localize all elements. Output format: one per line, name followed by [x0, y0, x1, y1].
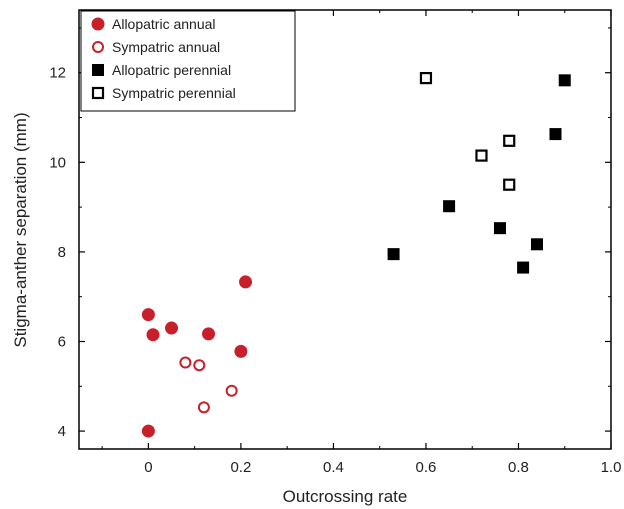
data-points — [141, 71, 571, 438]
y-tick-label: 8 — [58, 244, 66, 261]
legend-label: Sympatric annual — [112, 39, 220, 55]
y-tick-label: 10 — [49, 154, 66, 171]
legend-marker — [91, 86, 105, 100]
x-tick-label: 0 — [144, 459, 152, 476]
legend-marker — [92, 41, 104, 53]
y-axis-title: Stigma-anther separation (mm) — [11, 112, 30, 347]
data-point — [202, 327, 216, 341]
x-tick-label: 1.0 — [601, 459, 622, 476]
data-point — [503, 178, 516, 191]
data-point — [493, 222, 506, 235]
legend-label: Allopatric annual — [112, 16, 216, 32]
data-point — [165, 321, 179, 335]
data-point — [387, 248, 400, 261]
x-tick-label: 0.4 — [323, 459, 344, 476]
x-axis-ticks: 0 0.2 0.4 0.6 0.8 1.0 — [101, 10, 622, 476]
x-tick-label: 0.6 — [416, 459, 437, 476]
legend-marker — [92, 64, 104, 76]
legend: Allopatric annual Sympatric annual Allopat… — [80, 10, 296, 112]
legend-marker — [91, 17, 105, 31]
data-point — [530, 238, 543, 251]
legend-label: Allopatric perennial — [112, 62, 231, 78]
data-point — [225, 384, 238, 397]
data-point — [239, 275, 253, 289]
legend-label: Sympatric perennial — [112, 85, 236, 101]
data-point — [193, 359, 206, 372]
data-point — [146, 328, 160, 342]
data-point — [419, 71, 433, 85]
data-point — [234, 344, 248, 358]
data-point — [517, 261, 530, 274]
y-tick-label: 4 — [58, 423, 66, 440]
data-point — [549, 128, 562, 141]
y-tick-label: 6 — [58, 333, 66, 350]
data-point — [141, 424, 155, 438]
y-tick-label: 12 — [49, 65, 66, 82]
data-point — [141, 308, 155, 322]
x-tick-label: 0.2 — [230, 459, 251, 476]
x-axis-title: Outcrossing rate — [283, 487, 408, 506]
data-point — [558, 74, 571, 87]
x-tick-label: 0.8 — [508, 459, 529, 476]
legend-box — [80, 10, 296, 112]
data-point — [443, 200, 456, 213]
data-point — [197, 401, 210, 414]
data-point — [503, 134, 516, 147]
data-point — [475, 149, 488, 162]
data-point — [179, 356, 192, 369]
